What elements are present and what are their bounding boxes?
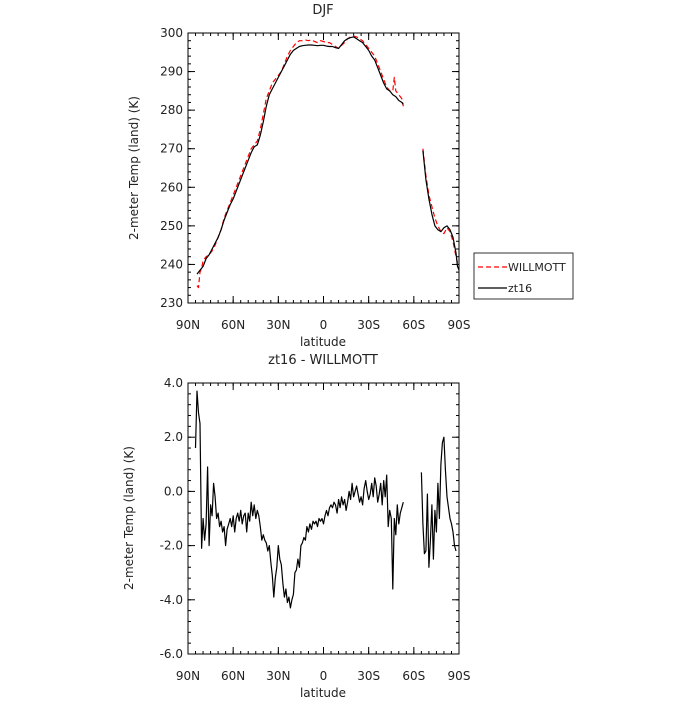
y-tick-label: -2.0 <box>160 539 183 553</box>
y-tick-label: 250 <box>160 219 183 233</box>
top-chart-x-axis-label: latitude <box>300 335 346 349</box>
legend-label-zt16: zt16 <box>508 282 532 295</box>
x-tick-label: 60N <box>221 669 245 683</box>
legend-label-willmott: WILLMOTT <box>508 261 566 274</box>
top-chart-y-axis-label: 2-meter Temp (land) (K) <box>127 96 141 240</box>
bottom-chart-panel: zt16 - WILLMOTT 90N 60N 30N 0 30S 60S 90S 4.0 2.… <box>122 353 470 700</box>
y-tick-label: -4.0 <box>160 593 183 607</box>
x-tick-label: 0 <box>320 318 328 332</box>
x-tick-label: 0 <box>320 669 328 683</box>
y-tick-label: 230 <box>160 296 183 310</box>
bottom-chart-y-axis-label: 2-meter Temp (land) (K) <box>122 446 136 590</box>
x-tick-label: 60S <box>402 669 425 683</box>
top-chart-legend: WILLMOTT zt16 <box>473 252 574 300</box>
x-tick-label: 60N <box>221 318 245 332</box>
top-chart-title: DJF <box>312 3 333 18</box>
y-tick-label: 290 <box>160 65 183 79</box>
x-tick-label: 90N <box>176 318 200 332</box>
x-tick-label: 60S <box>402 318 425 332</box>
x-tick-label: 30N <box>266 318 290 332</box>
y-tick-label: 2.0 <box>164 430 183 444</box>
y-tick-label: 270 <box>160 142 183 156</box>
series-line-difference-seg0 <box>194 390 404 609</box>
top-chart-plot-frame <box>187 32 460 304</box>
bottom-chart-x-axis-label: latitude <box>300 686 346 700</box>
y-tick-label: 300 <box>160 26 183 40</box>
x-tick-label: 90N <box>176 669 200 683</box>
x-tick-label: 90S <box>448 669 471 683</box>
y-tick-label: -6.0 <box>160 647 183 661</box>
y-tick-label: 240 <box>160 257 183 271</box>
series-line-willmott-seg0 <box>196 35 404 289</box>
x-tick-label: 90S <box>448 318 471 332</box>
y-tick-label: 0.0 <box>164 484 183 498</box>
series-line-zt16-seg1 <box>422 150 460 271</box>
y-tick-label: 260 <box>160 180 183 194</box>
y-tick-label: 280 <box>160 103 183 117</box>
series-line-zt16-seg0 <box>196 36 404 275</box>
series-line-difference-seg1 <box>420 436 457 568</box>
top-chart-panel: DJF 90N 60N 30N 0 30S 60S 90S 230 240 250 260 270 28… <box>127 3 574 349</box>
bottom-chart-plot-frame <box>187 382 460 655</box>
y-tick-label: 4.0 <box>164 376 183 390</box>
x-tick-label: 30S <box>357 318 380 332</box>
series-line-willmott-seg1 <box>422 148 459 263</box>
x-tick-label: 30S <box>357 669 380 683</box>
x-tick-label: 30N <box>266 669 290 683</box>
bottom-chart-title: zt16 - WILLMOTT <box>268 353 378 368</box>
legend-box <box>473 252 574 300</box>
